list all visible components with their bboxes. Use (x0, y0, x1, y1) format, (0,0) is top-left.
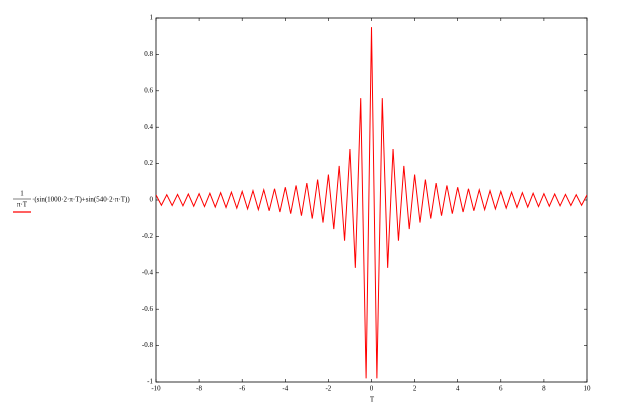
x-tick-label: -4 (282, 385, 288, 393)
y-tick-label: -0.2 (142, 232, 154, 240)
x-tick-label: 2 (413, 385, 417, 393)
x-tick-label: 10 (584, 385, 592, 393)
data-line (156, 27, 587, 379)
y-tick-label: -0.4 (142, 268, 154, 276)
x-tick-label: 0 (370, 385, 374, 393)
y-tick-label: 0.2 (144, 159, 153, 167)
x-axis-label: T (370, 396, 375, 404)
x-tick-label: -10 (151, 385, 161, 393)
y-tick-label: -0.6 (142, 305, 154, 313)
x-tick-label: -6 (239, 385, 245, 393)
y-tick-label: -1 (147, 378, 153, 386)
y-label-rest: ·(sin(1000·2·π·T)+sin(540·2·π·T)) (32, 196, 130, 204)
x-tick-label: 4 (456, 385, 460, 393)
x-tick-label: -2 (325, 385, 331, 393)
y-tick-label: 1 (150, 14, 154, 22)
plot-frame (155, 17, 588, 383)
x-tick-label: 8 (542, 385, 546, 393)
y-label-denominator: π·T (17, 201, 28, 209)
y-tick-label: -0.8 (142, 341, 154, 349)
y-tick-label: 0.8 (144, 50, 153, 58)
y-label-numerator: 1 (20, 190, 24, 198)
y-tick-label: 0.4 (144, 123, 153, 131)
y-tick-label: 0.6 (144, 86, 153, 94)
x-tick-label: 6 (499, 385, 503, 393)
x-tick-label: -8 (196, 385, 202, 393)
y-tick-label: 0 (150, 196, 154, 204)
